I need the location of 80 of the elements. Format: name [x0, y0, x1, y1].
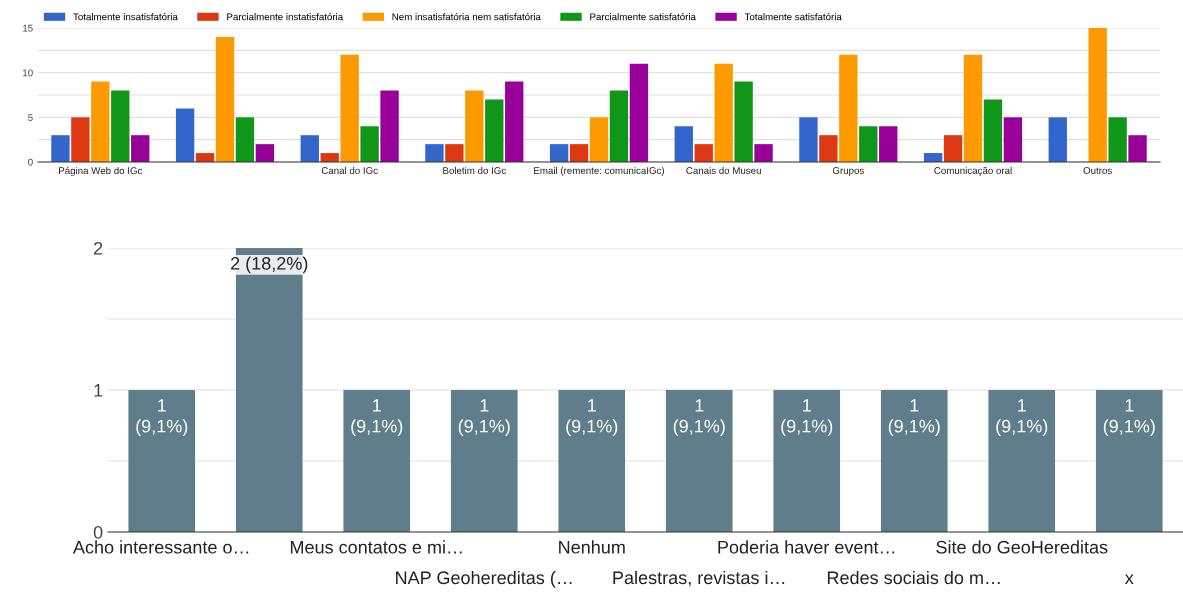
bar: [549, 144, 569, 162]
y-tick-label: 1: [94, 384, 103, 397]
x-tick-label: Nenhum: [559, 540, 625, 554]
bar: [485, 99, 504, 162]
data-label: 1 (9,1%): [1103, 399, 1155, 437]
bar: [963, 54, 983, 162]
data-label: 1 (9,1%): [888, 399, 940, 437]
legend-label: Parcialmente instatisfatória: [227, 12, 344, 21]
bar: [465, 90, 484, 162]
data-label: 1 (9,1%): [136, 399, 188, 437]
bar: [131, 135, 150, 162]
bar: [569, 144, 589, 162]
bar: [235, 117, 255, 162]
x-tick-label: Poderia haver event…: [718, 540, 895, 554]
bar: [300, 135, 319, 162]
data-label: 2 (18,2%): [231, 256, 308, 274]
x-tick-label: Página Web do IGc: [59, 166, 143, 177]
x-tick-label: Redes sociais do m…: [827, 570, 1000, 585]
bar: [255, 144, 275, 162]
bar: [629, 63, 649, 162]
bar: [360, 126, 379, 162]
bar: [839, 54, 858, 162]
bar: [799, 117, 818, 162]
x-tick-label: Canais do Museu: [686, 166, 761, 174]
x-tick-label: Outros: [1083, 167, 1112, 174]
legend-label: Totalmente satisfatória: [744, 12, 842, 21]
y-tick-label: 15: [23, 24, 33, 32]
bar: [609, 90, 629, 162]
x-tick-label: Canal do IGc: [321, 166, 378, 174]
x-tick-label: x: [1124, 574, 1134, 584]
x-tick-label: Comunicação oral: [934, 166, 1012, 176]
y-tick-label: 5: [28, 114, 33, 121]
x-tick-label: Site do GeoHereditas: [936, 540, 1108, 554]
bar: [175, 108, 195, 162]
x-tick-label: Acho interessante o…: [72, 540, 249, 554]
legend-label: Nem insatisfatória nem satisfatória: [392, 12, 541, 21]
bar: [1048, 117, 1067, 162]
legend-label: Totalmente insatisfatória: [73, 12, 178, 21]
x-tick-label: Meus contatos e mi…: [290, 540, 462, 554]
bar: [734, 81, 753, 162]
y-tick-label: 0: [28, 158, 33, 166]
bar: [380, 90, 399, 162]
legend-label: Parcialmente satisfatória: [590, 12, 696, 21]
bar: [1088, 28, 1107, 162]
data-label: 1 (9,1%): [996, 399, 1048, 437]
bar: [983, 99, 1003, 162]
bar: [215, 36, 235, 162]
bar: [943, 135, 963, 162]
bar: [1003, 117, 1023, 162]
data-label: 1 (9,1%): [351, 399, 403, 437]
bar: [445, 144, 464, 162]
data-label: 1 (9,1%): [781, 399, 833, 437]
x-tick-label: Grupos: [832, 167, 864, 176]
bar: [879, 126, 898, 162]
bar: [754, 144, 773, 162]
x-tick-label: Email (remente: comunicaIGc): [534, 166, 665, 176]
bar: [71, 117, 90, 162]
data-label: 1 (9,1%): [458, 399, 510, 437]
bar: [505, 81, 524, 162]
bar: [425, 144, 444, 162]
bar: [674, 126, 693, 162]
y-tick-label: 2: [94, 241, 103, 255]
bar: [340, 54, 359, 162]
x-tick-label: Palestras, revistas i…: [613, 570, 785, 587]
y-tick-label: 10: [23, 69, 33, 77]
x-tick-label: Boletim do IGc: [443, 166, 506, 174]
y-tick-label: 0: [93, 525, 103, 539]
bar: [819, 135, 838, 162]
bar: [859, 126, 878, 162]
x-tick-label: NAP Geohereditas (…: [396, 570, 572, 588]
data-label: 1 (9,1%): [673, 399, 725, 437]
data-label: 1 (9,1%): [566, 399, 618, 437]
bar: [1128, 135, 1147, 162]
bar: [111, 90, 130, 162]
bar: [589, 117, 609, 162]
bar: [1108, 117, 1127, 162]
bar: [91, 81, 110, 162]
bar: [51, 135, 70, 162]
bar: [694, 144, 713, 162]
bar: [714, 63, 733, 162]
